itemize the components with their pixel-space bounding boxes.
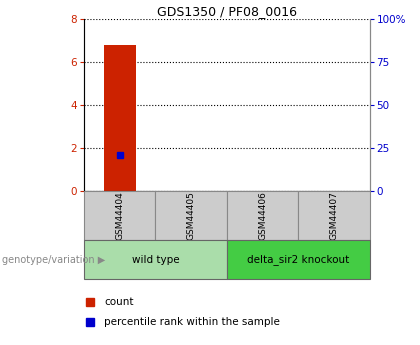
FancyBboxPatch shape	[155, 191, 227, 240]
Text: genotype/variation ▶: genotype/variation ▶	[2, 255, 105, 265]
Text: GSM44405: GSM44405	[186, 191, 196, 240]
Title: GDS1350 / PF08_0016: GDS1350 / PF08_0016	[157, 5, 297, 18]
FancyBboxPatch shape	[227, 240, 370, 279]
Text: GSM44407: GSM44407	[329, 191, 339, 240]
Text: wild type: wild type	[131, 255, 179, 265]
Text: percentile rank within the sample: percentile rank within the sample	[104, 317, 280, 327]
Text: GSM44404: GSM44404	[115, 191, 124, 240]
Text: delta_sir2 knockout: delta_sir2 knockout	[247, 254, 349, 265]
FancyBboxPatch shape	[84, 240, 227, 279]
FancyBboxPatch shape	[298, 191, 370, 240]
Bar	[104, 45, 136, 191]
Text: count: count	[104, 297, 134, 307]
Text: GSM44406: GSM44406	[258, 191, 267, 240]
FancyBboxPatch shape	[84, 191, 155, 240]
FancyBboxPatch shape	[227, 191, 298, 240]
